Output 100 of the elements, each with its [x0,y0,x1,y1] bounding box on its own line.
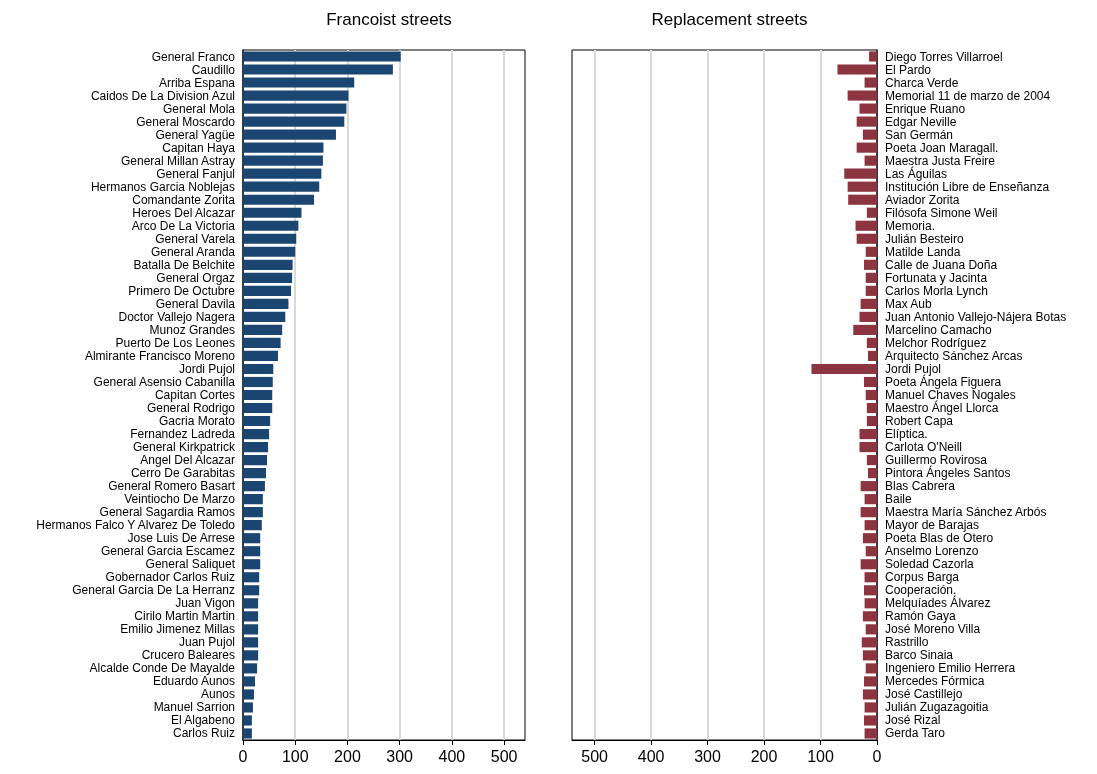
bar [855,220,877,231]
bar [853,324,877,335]
y-tick-label: Julián Besteiro [885,231,965,246]
y-tick-label: General Garcia De La Herranz [72,583,235,598]
bar [861,637,877,648]
bar [862,129,877,140]
y-tick-label: General Varela [155,231,236,246]
y-tick-label: Juan Antonio Vallejo-Nájera Botas [885,309,1067,324]
y-tick-label: Matilde Landa [885,244,961,259]
bar [243,637,259,648]
bar [243,663,258,674]
bar [862,611,877,622]
y-tick-label: Juan Vigon [175,596,235,611]
y-tick-label: Melquíades Álvarez [885,595,991,611]
bar [243,611,259,622]
y-tick-label: Robert Capa [885,414,954,429]
y-tick-label: Enrique Ruano [885,101,966,116]
y-tick-label: Hermanos Falco Y Alvarez De Toledo [36,518,236,533]
y-tick-label: General Romero Basart [108,479,236,494]
bar [859,428,877,440]
bar [243,363,274,375]
y-tick-label: Cirilo Martin Martin [134,609,235,624]
bar [243,155,323,166]
bar [243,298,289,309]
y-tick-label: Puerto De Los Leones [115,335,235,350]
bar [862,533,877,544]
y-tick-label: El Algabeno [170,713,236,728]
bar [243,442,269,453]
y-tick-label: Diego Torres Villarroel [885,49,1003,64]
y-tick-label: Angel Del Alcazar [140,453,235,468]
y-tick-label: Aviador Zorita [885,192,960,207]
bar [243,103,347,114]
y-tick-label: Manuel Chaves Nogales [885,388,1016,402]
bar [848,194,877,205]
bar [243,650,259,661]
y-tick-label: General Kirkpatrick [132,440,236,455]
y-tick-label: Doctor Vallejo Nagera [118,309,236,324]
bar [243,272,293,283]
bar [864,259,877,270]
y-tick-label: Batalla De Belchite [133,257,236,272]
y-tick-label: Poeta Ángela Figuera [885,373,1002,389]
y-tick-label: Ramón Gaya [885,609,957,624]
bar [243,64,393,75]
x-tick-label: 500 [581,747,609,765]
bar [844,168,877,179]
y-tick-label: José Moreno Villa [885,622,981,637]
y-tick-label: Comandante Zorita [132,192,236,207]
y-tick-label: Calle de Juana Doña [885,257,998,272]
y-tick-label: El Pardo [885,62,932,77]
bar [864,494,877,505]
bar [243,533,261,544]
y-tick-label: Juan Pujol [178,635,235,650]
y-tick-label: Arco De La Victoria [131,218,236,233]
y-tick-label: Gacria Morato [158,414,236,429]
bar [243,585,260,596]
bar [243,598,259,609]
bar [860,559,877,570]
y-tick-label: Arriba Espana [158,75,236,90]
y-tick-label: General Fanjul [156,166,235,181]
y-tick-label: Poeta Blas de Otero [885,531,994,546]
y-tick-label: General Sagardia Ramos [99,505,235,520]
y-tick-label: Gerda Taro [885,726,946,741]
y-tick-label: Almirante Francisco Moreno [84,348,236,363]
bar [243,702,253,713]
bar [243,520,262,531]
bar [243,728,252,739]
y-tick-label: Capitan Cortes [154,388,235,402]
bar [866,337,877,348]
bar [862,689,877,700]
y-tick-label: Ingeniero Emilio Herrera [885,661,1016,676]
y-tick-label: Charca Verde [885,75,959,90]
y-tick-label: Gobernador Carlos Ruiz [105,570,235,585]
bar [243,220,299,231]
y-tick-label: General Davila [155,296,236,311]
bar [243,246,296,257]
bar [869,51,877,62]
x-tick-label: 300 [694,747,721,765]
y-tick-label: Caudillo [191,62,236,77]
bar [243,350,278,362]
bar [864,520,877,531]
bar [243,481,265,492]
bar [864,728,877,739]
y-tick-label: Mercedes Fórmica [885,674,985,689]
y-tick-label: Melchor Rodríguez [885,335,987,350]
y-tick-label: Manuel Sarrion [153,700,235,715]
bar [866,402,877,414]
x-tick-label: 0 [872,747,882,765]
y-tick-label: Corpus Barga [885,570,960,585]
bar [243,207,302,218]
x-tick-label: 200 [334,747,361,765]
bar [243,259,293,270]
x-tick-label: 400 [637,747,665,765]
bar [867,468,877,479]
y-tick-label: Mayor de Barajas [885,518,980,533]
y-tick-label: Jose Luis De Arrese [127,531,236,546]
bar [243,624,259,635]
x-tick-label: 500 [490,747,518,765]
bar [865,663,877,674]
bar [859,442,877,453]
y-tick-label: Hermanos Garcia Noblejas [90,179,235,194]
